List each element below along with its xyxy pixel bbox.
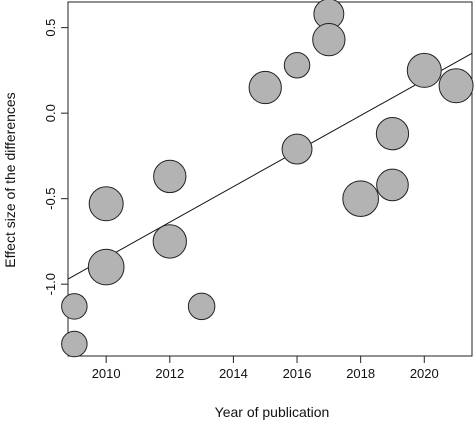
data-point-3 — [88, 186, 124, 222]
data-point-9 — [283, 52, 311, 79]
x-tick-label-2018: 2018 — [346, 366, 375, 381]
data-point-12 — [312, 22, 346, 57]
data-point-13 — [342, 180, 380, 218]
x-axis-label: Year of publication — [215, 404, 330, 420]
y-tick-label-1: -0.5 — [43, 187, 58, 209]
data-point-6 — [152, 224, 187, 259]
data-point-7 — [187, 292, 216, 321]
data-point-16 — [406, 52, 442, 88]
points-layer — [61, 0, 474, 358]
y-axis: -1.0 -0.5 0.0 0.5 — [43, 19, 68, 295]
x-axis: 2010 2012 2014 2016 2018 2020 — [92, 356, 439, 381]
x-tick-label-2014: 2014 — [219, 366, 248, 381]
y-tick-label-0: -1.0 — [43, 273, 58, 295]
data-point-17 — [438, 68, 474, 104]
plot-frame — [67, 1, 473, 357]
data-point-8 — [248, 70, 282, 105]
plot-area — [67, 1, 473, 357]
trend-line-layer — [67, 52, 473, 280]
data-point-1 — [61, 293, 88, 320]
y-tick-label-2: 0.0 — [43, 104, 58, 122]
x-tick-label-2010: 2010 — [92, 366, 121, 381]
y-axis-label: Effect size of the differences — [2, 92, 18, 267]
regression-line — [67, 52, 473, 280]
data-point-4 — [87, 248, 125, 286]
x-tick-label-2016: 2016 — [283, 366, 312, 381]
data-point-15 — [376, 168, 409, 202]
x-tick-label-2020: 2020 — [410, 366, 439, 381]
data-point-10 — [281, 133, 313, 165]
data-point-2 — [61, 330, 88, 358]
y-tick-label-3: 0.5 — [43, 19, 58, 37]
data-point-5 — [153, 159, 187, 194]
x-tick-label-2012: 2012 — [155, 366, 184, 381]
data-point-14 — [375, 117, 410, 151]
